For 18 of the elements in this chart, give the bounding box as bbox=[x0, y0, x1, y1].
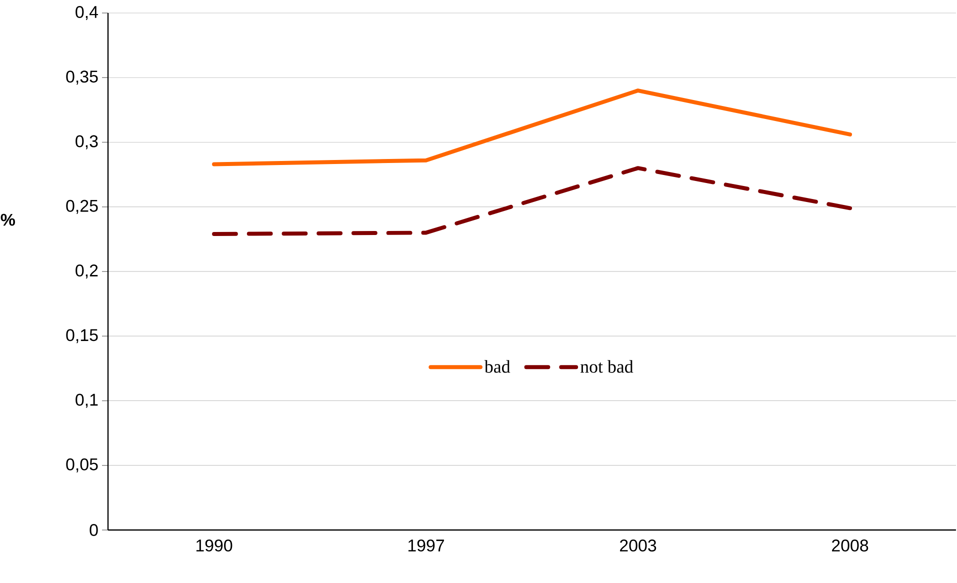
y-tick-label: 0,2 bbox=[76, 264, 98, 278]
y-tick-label: 0 bbox=[90, 524, 98, 536]
y-tick-label: 0,3 bbox=[76, 135, 98, 150]
x-tick-label: 1997 bbox=[408, 540, 444, 552]
y-axis-title: % bbox=[0, 214, 15, 226]
y-tick-label: 0,4 bbox=[76, 6, 98, 20]
y-tick-label: 0,25 bbox=[66, 200, 98, 214]
line-series bbox=[212, 88, 852, 166]
legend-label: bad bbox=[484, 360, 510, 373]
y-tick-label: 0,1 bbox=[76, 394, 98, 408]
y-tick-label: 0,05 bbox=[66, 458, 98, 472]
x-tick-label: 2008 bbox=[832, 540, 868, 552]
y-tick-label: 0,15 bbox=[66, 329, 98, 344]
legend-label: not bad bbox=[580, 360, 634, 373]
x-tick-label: 1990 bbox=[196, 540, 232, 552]
x-tick-label: 2003 bbox=[620, 540, 656, 552]
y-tick-label: 0,35 bbox=[66, 70, 98, 85]
line-series bbox=[212, 166, 852, 236]
